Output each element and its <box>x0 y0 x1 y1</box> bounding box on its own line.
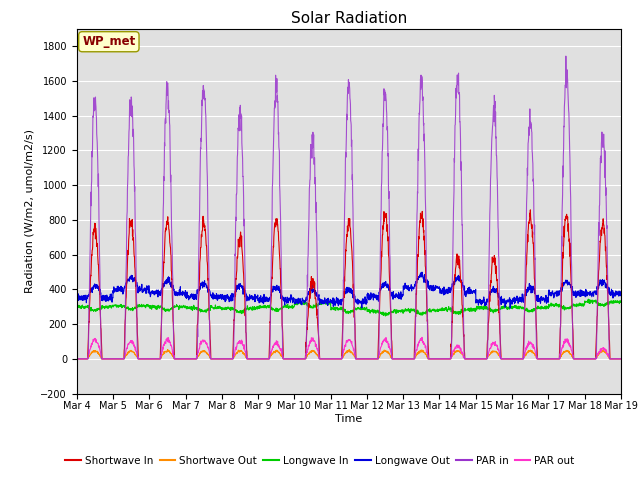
X-axis label: Time: Time <box>335 414 362 424</box>
Legend: Shortwave In, Shortwave Out, Longwave In, Longwave Out, PAR in, PAR out: Shortwave In, Shortwave Out, Longwave In… <box>61 452 579 470</box>
Title: Solar Radiation: Solar Radiation <box>291 11 407 26</box>
Text: WP_met: WP_met <box>82 35 136 48</box>
Y-axis label: Radiation (W/m2, umol/m2/s): Radiation (W/m2, umol/m2/s) <box>25 129 35 293</box>
